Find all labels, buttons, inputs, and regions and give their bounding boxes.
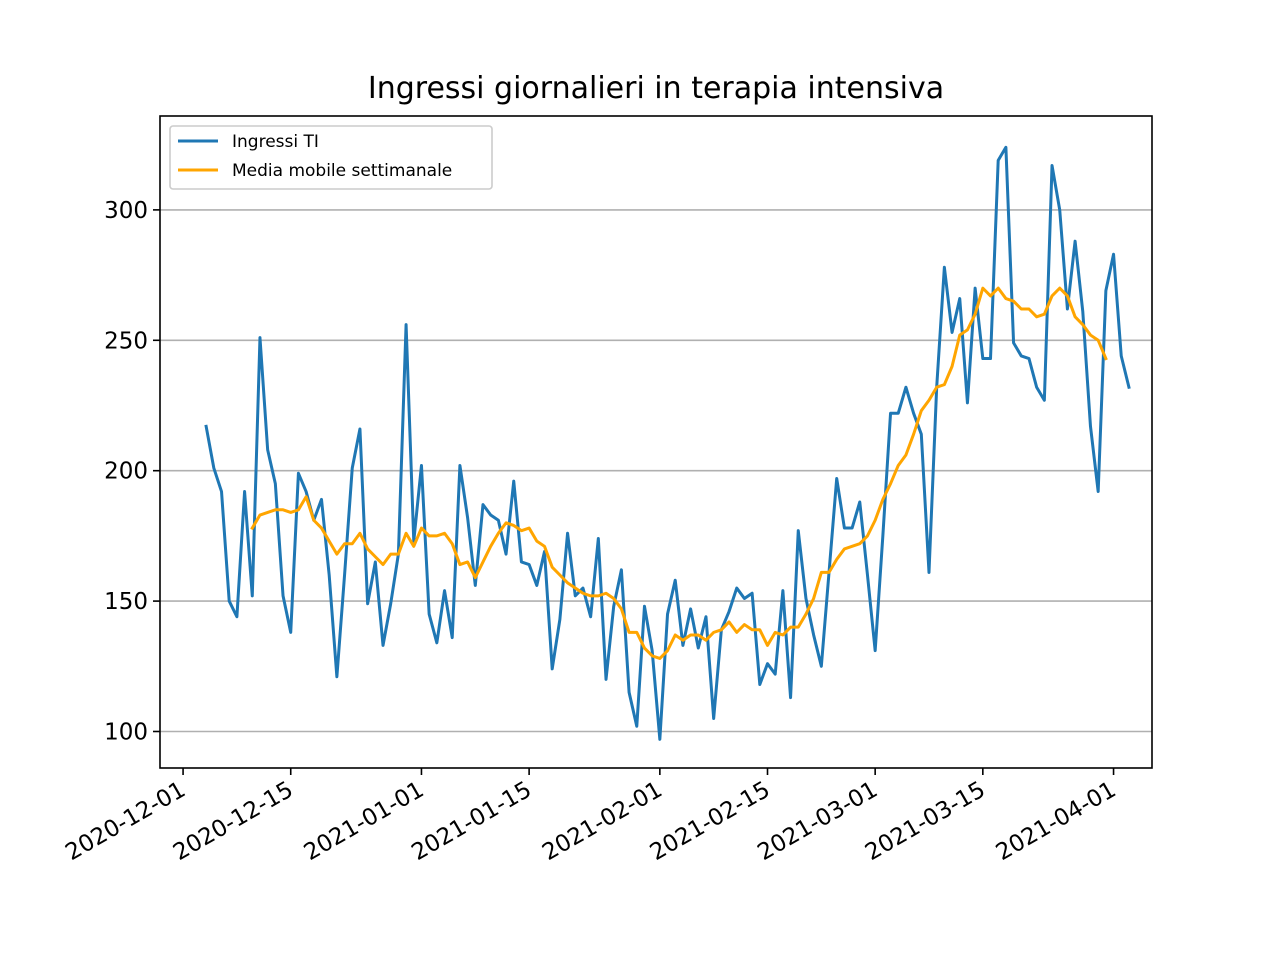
legend-frame	[169, 125, 493, 190]
x-tick-label: 2021-02-15	[646, 777, 775, 866]
x-tick-label: 2021-01-01	[300, 777, 429, 866]
chart-title: Ingressi giornalieri in terapia intensiv…	[368, 71, 944, 106]
series-layer	[204, 145, 1131, 741]
legend-label: Media mobile settimanale	[232, 161, 452, 181]
y-tick-label: 200	[104, 459, 148, 485]
y-tick-label: 300	[104, 198, 148, 224]
x-tick-label: 2021-03-01	[753, 777, 882, 866]
x-tick-label: 2021-02-01	[538, 777, 667, 866]
legend: Ingressi TI Media mobile settimanale	[169, 125, 493, 190]
series-line-media-mobile	[250, 286, 1108, 660]
x-tick-label: 2021-03-15	[861, 777, 990, 866]
gridlines	[160, 209, 1152, 733]
y-tick-label: 150	[104, 589, 148, 615]
series-line-ingressi-ti	[204, 145, 1131, 741]
legend-label: Ingressi TI	[232, 132, 319, 152]
plot-area-frame	[159, 115, 1153, 769]
y-tick-label: 100	[104, 719, 148, 745]
x-tick-label: 2020-12-01	[61, 777, 190, 866]
x-tick-label: 2021-01-15	[407, 777, 536, 866]
x-tick-label: 2020-12-15	[169, 777, 298, 866]
x-tick-label: 2021-04-01	[992, 777, 1121, 866]
y-tick-label: 250	[104, 328, 148, 354]
